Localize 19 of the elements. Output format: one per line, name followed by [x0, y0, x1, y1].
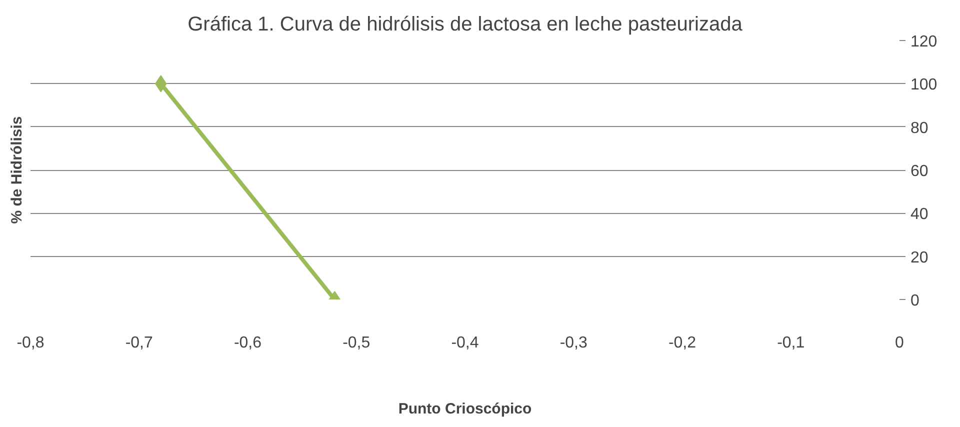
- x-tick-label: -0,7: [125, 334, 154, 352]
- x-tick-label: -0,2: [668, 334, 696, 352]
- chart-title: Gráfica 1. Curva de hidrólisis de lactosa en leche pasteurizada: [188, 14, 744, 36]
- x-axis-title: Punto Crioscópico: [398, 400, 532, 418]
- x-tick-label: -0,3: [560, 334, 588, 352]
- y-tick-label: 100: [910, 76, 938, 94]
- y-tick-label: 40: [910, 206, 928, 224]
- y-tick-label: 120: [910, 34, 938, 50]
- y-tick-label: 0: [910, 292, 920, 310]
- y-axis-title: % de Hidrólisis: [8, 116, 26, 224]
- y-tick-label: 60: [910, 163, 928, 180]
- y-tick-label: 80: [910, 120, 928, 137]
- x-tick-label: 0: [895, 334, 904, 352]
- x-tick-label: -0,5: [342, 334, 370, 352]
- x-tick-label: -0,4: [451, 334, 479, 352]
- x-tick-label: -0,6: [234, 334, 262, 352]
- x-tick-label: -0,1: [777, 334, 805, 352]
- y-tick-label: 20: [910, 249, 928, 266]
- x-tick-label: -0,8: [16, 334, 44, 352]
